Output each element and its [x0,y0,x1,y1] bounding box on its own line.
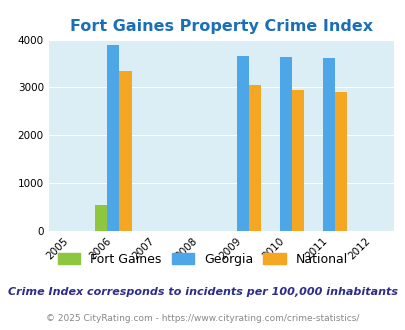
Bar [95,205,107,231]
Legend: Fort Gaines, Georgia, National: Fort Gaines, Georgia, National [54,249,351,269]
Bar [279,57,291,231]
Bar [291,90,303,231]
Bar [334,92,346,231]
Bar [119,71,131,231]
Bar [322,58,335,231]
Bar [248,85,260,231]
Bar [236,56,248,231]
Text: Crime Index corresponds to incidents per 100,000 inhabitants: Crime Index corresponds to incidents per… [8,287,397,297]
Title: Fort Gaines Property Crime Index: Fort Gaines Property Crime Index [70,19,372,34]
Text: © 2025 CityRating.com - https://www.cityrating.com/crime-statistics/: © 2025 CityRating.com - https://www.city… [46,314,359,323]
Bar [107,45,119,231]
